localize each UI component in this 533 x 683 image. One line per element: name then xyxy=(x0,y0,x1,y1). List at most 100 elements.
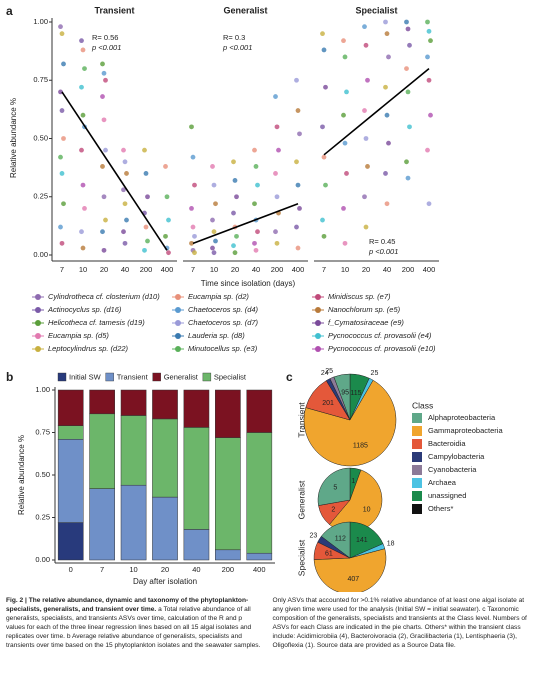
data-point xyxy=(342,54,348,60)
data-point xyxy=(407,42,412,48)
data-point xyxy=(231,243,236,249)
bar-segment xyxy=(183,427,210,530)
x-tick-label: 7 xyxy=(322,265,326,274)
data-point xyxy=(211,182,217,188)
x-tick-label: 200 xyxy=(222,565,235,574)
data-point xyxy=(386,54,391,60)
legend-swatch xyxy=(315,294,321,300)
legend-label: Cyanobacteria xyxy=(428,465,477,474)
legend-label: Leptocylindrus sp. (d22) xyxy=(48,344,129,353)
legend-label: Initial SW xyxy=(69,372,102,381)
x-tick-label: 10 xyxy=(79,265,87,274)
data-point xyxy=(253,247,259,253)
data-point xyxy=(100,164,105,169)
x-tick-label: 7 xyxy=(191,265,195,274)
pie-value-label: 25 xyxy=(325,368,333,375)
data-point xyxy=(79,38,84,44)
legend-label: Chaetoceros sp. (d4) xyxy=(188,305,259,314)
pie-slice xyxy=(320,521,351,559)
regression-line xyxy=(192,202,299,245)
y-tick-label: 0.50 xyxy=(33,133,48,142)
data-point xyxy=(122,159,128,165)
legend-swatch xyxy=(35,307,41,313)
data-point xyxy=(234,233,239,239)
pie-value-label: 115 xyxy=(350,390,361,397)
bar-segment xyxy=(57,522,84,561)
legend-label: Actinocyclus sp. (d16) xyxy=(47,305,122,314)
data-point xyxy=(252,147,257,153)
x-tick-label: 0 xyxy=(69,565,73,574)
pie-value-label: 1 xyxy=(351,478,355,485)
data-point xyxy=(80,245,86,251)
data-point xyxy=(363,136,369,141)
data-point xyxy=(213,201,218,207)
data-point xyxy=(234,194,239,200)
data-point xyxy=(101,247,107,253)
x-tick-label: 40 xyxy=(121,265,129,274)
legend-swatch xyxy=(412,504,422,514)
data-point xyxy=(384,201,390,207)
bar-segment xyxy=(89,488,115,561)
y-tick-label: 0.25 xyxy=(35,512,50,521)
pie-title: Transient xyxy=(296,402,306,438)
pie-value-label: 18 xyxy=(387,541,395,548)
data-point xyxy=(320,217,325,223)
x-tick-label: 20 xyxy=(100,265,108,274)
legend-swatch xyxy=(412,426,422,436)
data-point xyxy=(252,240,257,246)
data-point xyxy=(142,247,147,253)
x-tick-label: 400 xyxy=(292,265,305,274)
pie-value-label: 95 xyxy=(341,390,349,397)
bar-segment xyxy=(183,529,210,561)
legend-swatch xyxy=(412,491,422,501)
data-point xyxy=(253,164,259,169)
data-point xyxy=(231,210,236,216)
legend-swatch xyxy=(152,372,161,382)
data-point xyxy=(404,19,409,25)
data-point xyxy=(58,24,63,30)
data-point xyxy=(164,194,170,200)
data-point xyxy=(59,240,65,246)
data-point xyxy=(100,229,105,235)
x-tick-label: 20 xyxy=(231,265,239,274)
pie-value-label: 23 xyxy=(309,532,317,539)
data-point xyxy=(295,108,301,113)
legend-label: Helicotheca cf. tamesis (d19) xyxy=(48,318,145,327)
data-point xyxy=(294,159,299,165)
caption-body: a Total relative abundance of all genera… xyxy=(6,597,527,650)
data-point xyxy=(124,217,129,223)
data-point xyxy=(101,117,107,123)
legend-label: Eucampia sp. (d2) xyxy=(188,292,249,301)
legend-title: Class xyxy=(412,400,433,410)
legend-label: Minutocellus sp. (e3) xyxy=(188,344,258,353)
x-tick-label: 20 xyxy=(362,265,370,274)
data-point xyxy=(297,131,302,137)
data-point xyxy=(231,159,236,165)
data-point xyxy=(232,250,238,256)
data-point xyxy=(323,182,328,188)
data-point xyxy=(341,206,346,211)
data-point xyxy=(274,240,280,246)
legend-label: Bacteroidia xyxy=(428,439,466,448)
pie-value-label: 1185 xyxy=(353,442,368,449)
data-point xyxy=(342,240,348,246)
legend-swatch xyxy=(57,372,67,382)
data-point xyxy=(103,77,108,83)
data-point xyxy=(82,206,87,211)
legend-label: Pycnococcus cf. provasolii (e10) xyxy=(328,344,436,353)
data-point xyxy=(166,217,171,223)
x-tick-label: 7 xyxy=(100,565,104,574)
data-point xyxy=(323,84,328,90)
data-point xyxy=(276,147,281,153)
data-point xyxy=(189,240,194,246)
data-point xyxy=(61,61,66,67)
data-point xyxy=(383,171,388,176)
legend-swatch xyxy=(175,333,181,339)
data-point xyxy=(163,164,168,169)
legend-label: Chaetoceros sp. (d7) xyxy=(188,318,259,327)
data-point xyxy=(59,108,65,113)
data-point xyxy=(189,124,194,130)
x-tick-label: 40 xyxy=(252,265,260,274)
x-tick-label: 400 xyxy=(253,565,266,574)
legend-swatch xyxy=(175,320,181,326)
